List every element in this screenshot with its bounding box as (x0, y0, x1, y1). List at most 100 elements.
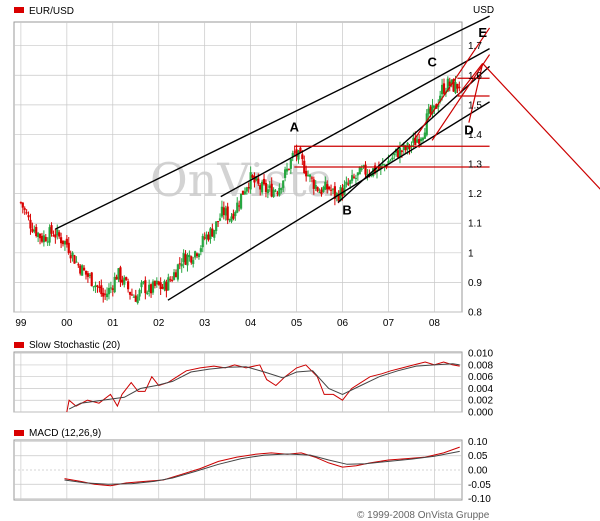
candle-up (180, 263, 183, 267)
legend-swatch-main (14, 7, 24, 13)
candle-down (326, 184, 329, 190)
candle-down (404, 146, 407, 151)
candle-up (140, 282, 143, 288)
candle-down (174, 272, 178, 278)
wave-label-c: C (427, 54, 437, 69)
candle-down (25, 212, 28, 214)
x-tick-label: 05 (291, 318, 303, 329)
candle-up (172, 272, 176, 280)
candle-down (134, 295, 137, 302)
candle-down (257, 178, 260, 184)
candle-down (61, 240, 65, 245)
candle-up (358, 167, 361, 175)
candle-up (421, 137, 425, 141)
candle-up (71, 252, 74, 257)
candle-down (149, 284, 153, 294)
candle-down (190, 256, 193, 263)
macd-y-tick-label: 0.00 (468, 466, 488, 477)
stoch-y-tick-label: 0.004 (468, 384, 493, 395)
candle-down (50, 225, 53, 234)
indicator-layer (64, 361, 460, 487)
candle-up (199, 248, 202, 252)
candle-down (295, 149, 298, 157)
candle-up (419, 138, 423, 142)
legend-swatch-macd (14, 430, 24, 436)
candle-up (439, 95, 442, 102)
candle-up (188, 254, 191, 258)
candle-down (58, 232, 61, 237)
macd-y-tick-label: 0.05 (468, 451, 488, 462)
candle-down (35, 226, 38, 236)
watermark: OnVista. (150, 153, 349, 207)
candle-up (360, 168, 363, 170)
candle-down (159, 282, 162, 289)
candle-down (161, 286, 164, 289)
candle-down (121, 279, 124, 283)
candle-down (320, 189, 323, 195)
candle-down (111, 288, 114, 291)
candle-up (48, 227, 51, 243)
candle-down (54, 234, 57, 238)
candle-up (454, 82, 457, 94)
candle-down (301, 154, 304, 160)
candle-up (117, 268, 120, 280)
stoch-series-2 (68, 363, 460, 410)
candle-up (282, 180, 285, 189)
candle-down (52, 235, 55, 237)
candle-up (427, 108, 430, 115)
candle-down (29, 219, 32, 229)
candle-up (291, 152, 294, 157)
candle-down (82, 267, 86, 271)
candle-down (100, 285, 103, 295)
candle-down (69, 255, 72, 259)
candle-down (352, 176, 356, 178)
candle-down (238, 205, 241, 207)
candle-down (310, 177, 314, 179)
candle-up (425, 113, 428, 136)
candle-down (276, 192, 279, 194)
stoch-panel-title: Slow Stochastic (20) (29, 340, 120, 351)
candle-down (203, 237, 206, 239)
candle-up (92, 286, 95, 288)
candle-down (59, 237, 63, 244)
candle-down (127, 281, 130, 290)
candle-up (245, 187, 248, 192)
legend-swatch-stoch (14, 342, 24, 348)
black-trendline (55, 15, 490, 230)
candle-up (362, 165, 365, 167)
candle-down (400, 150, 403, 152)
candle-down (458, 86, 461, 88)
candle-up (186, 254, 189, 266)
candle-up (393, 153, 396, 156)
candle-up (123, 277, 126, 285)
candle-up (402, 144, 405, 150)
macd-y-tick-label: 0.10 (468, 437, 488, 448)
candle-up (224, 208, 227, 216)
candle-down (253, 176, 256, 183)
candle-down (153, 281, 157, 286)
candle-up (437, 104, 440, 108)
candle-down (377, 167, 381, 171)
candle-up (228, 219, 231, 221)
candle-up (398, 147, 402, 158)
candle-up (215, 221, 218, 231)
candle-up (88, 274, 91, 277)
candle-down (178, 263, 181, 265)
tick-label-layer: 99 00 01 02 03 04 05 06 07 08 0.8 0.9 1 1.1 1.2 1.3 1.4 1… (15, 25, 493, 505)
candle-down (84, 270, 88, 275)
candle-down (333, 186, 336, 199)
candle-up (201, 235, 204, 248)
candle-down (293, 151, 296, 153)
candle-down (104, 293, 107, 295)
candle-down (144, 280, 147, 294)
candle-up (148, 284, 151, 292)
candle-down (44, 236, 47, 242)
candle-down (270, 183, 273, 197)
candle-up (94, 285, 97, 288)
candle-down (102, 292, 105, 297)
candle-down (96, 285, 99, 287)
candle-down (195, 253, 199, 257)
candle-up (318, 192, 321, 194)
